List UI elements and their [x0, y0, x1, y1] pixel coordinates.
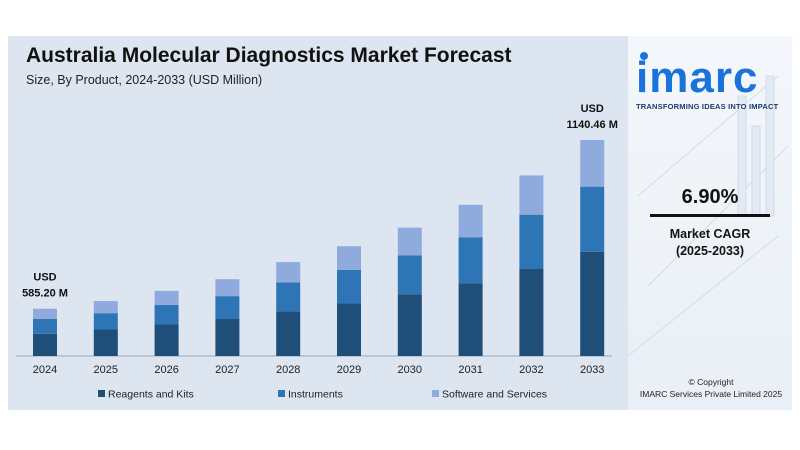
- bar-2030-instruments: [397, 255, 422, 295]
- cagr-divider: [650, 214, 770, 217]
- legend-swatch: [98, 390, 105, 397]
- cagr-value: 6.90%: [681, 186, 739, 208]
- x-tick-label: 2029: [337, 364, 361, 376]
- x-tick-label: 2024: [33, 364, 57, 376]
- annotation-currency: USD: [581, 103, 604, 115]
- bar-2032-software-and-services: [519, 175, 544, 215]
- bar-2026-instruments: [154, 305, 179, 325]
- bar-2025-reagents-and-kits: [93, 329, 118, 356]
- logo-tagline: TRANSFORMING IDEAS INTO IMPACT: [636, 102, 779, 111]
- bar-2031-software-and-services: [458, 204, 483, 238]
- copyright-notice: © Copyright IMARC Services Private Limit…: [636, 376, 786, 400]
- cagr-label-line2: (2025-2033): [675, 244, 745, 258]
- imarc-logo: imarc TRANSFORMING IDEAS INTO IMPACT: [636, 52, 786, 111]
- bar-2031-reagents-and-kits: [458, 283, 483, 356]
- brand-sidebar: [628, 36, 792, 410]
- x-tick-label: 2030: [398, 364, 422, 376]
- legend-swatch: [432, 390, 439, 397]
- chart-subtitle: Size, By Product, 2024-2033 (USD Million…: [26, 73, 263, 87]
- legend-label: Reagents and Kits: [108, 389, 194, 401]
- stacked-bar-chart: 2024 2025 2026 2027 2028 2029 2030 2031 2032 2033…: [16, 103, 618, 401]
- legend-label: Instruments: [288, 389, 343, 401]
- bar-2032-reagents-and-kits: [519, 268, 544, 356]
- bar-2028-software-and-services: [276, 262, 301, 283]
- bar-2029-reagents-and-kits: [337, 303, 361, 356]
- bar-2027-software-and-services: [215, 279, 240, 297]
- bar-2027-reagents-and-kits: [215, 318, 240, 356]
- x-tick-label: 2032: [519, 364, 543, 376]
- bar-2025-software-and-services: [93, 301, 118, 314]
- bar-2027-instruments: [215, 296, 240, 319]
- x-tick-label: 2025: [94, 364, 118, 376]
- bar-2025-instruments: [93, 313, 118, 330]
- bar-2029-software-and-services: [337, 246, 361, 270]
- cagr-label: Market CAGR (2025-2033): [640, 226, 780, 260]
- bar-2030-reagents-and-kits: [397, 294, 422, 356]
- bar-2024-reagents-and-kits: [33, 333, 57, 356]
- bar-2032-instruments: [519, 214, 544, 269]
- logo-text: imarc: [636, 53, 759, 102]
- bar-2024-software-and-services: [33, 308, 57, 319]
- x-tick-label: 2027: [215, 364, 239, 376]
- chart-title: Australia Molecular Diagnostics Market F…: [26, 44, 512, 67]
- decorative-background: [628, 75, 789, 357]
- bar-2024-instruments: [33, 318, 57, 334]
- legend-swatch: [278, 390, 285, 397]
- annotation-currency: USD: [33, 272, 56, 284]
- bar-2026-reagents-and-kits: [154, 324, 179, 356]
- cagr-label-line1: Market CAGR: [669, 227, 751, 241]
- logo-dot-icon: [640, 52, 648, 60]
- bar-2026-software-and-services: [154, 290, 179, 306]
- copyright-company: IMARC Services Private Limited 2025: [639, 389, 783, 399]
- legend-label: Software and Services: [442, 389, 547, 401]
- copyright-line: © Copyright: [688, 377, 734, 387]
- bar-2030-software-and-services: [397, 227, 422, 256]
- bar-2033-reagents-and-kits: [580, 251, 605, 356]
- x-tick-label: 2033: [580, 364, 604, 376]
- bar-2029-instruments: [337, 269, 361, 304]
- annotation-value: 585.20 M: [22, 288, 68, 300]
- bar-2028-reagents-and-kits: [276, 311, 301, 356]
- x-tick-label: 2026: [154, 364, 178, 376]
- bar-2028-instruments: [276, 282, 301, 312]
- bar-2031-instruments: [458, 237, 483, 284]
- annotation-value: 1140.46 M: [567, 119, 618, 131]
- bar-2033-software-and-services: [580, 140, 605, 187]
- x-tick-label: 2028: [276, 364, 300, 376]
- bar-2033-instruments: [580, 186, 605, 252]
- x-tick-label: 2031: [458, 364, 482, 376]
